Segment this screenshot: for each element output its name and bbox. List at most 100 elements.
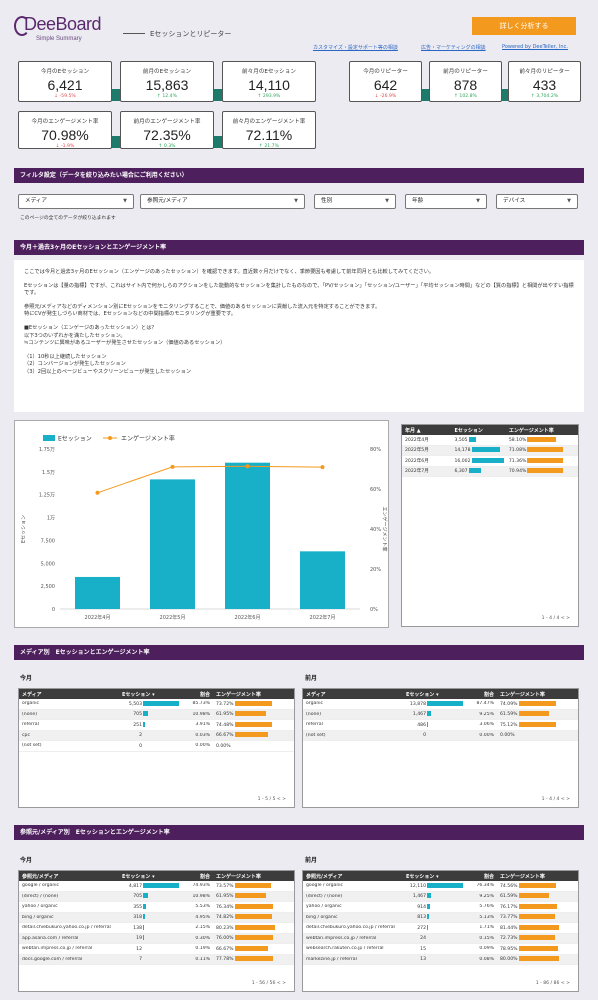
- chevron-down-icon: ▼: [294, 198, 298, 204]
- cell-pct: 4.95%: [195, 914, 210, 920]
- cell-value: 7: [139, 957, 142, 963]
- cell-sessions: 19: [119, 935, 183, 941]
- column-header[interactable]: エンゲージメント率: [508, 427, 554, 434]
- y2-tick-label: 80%: [370, 447, 381, 453]
- rate-bar: [518, 711, 550, 717]
- table-header: メディア Eセッション ▾ 割合 エンゲージメント率: [19, 689, 294, 699]
- cell-name: yahoo / organic: [22, 904, 58, 910]
- column-header[interactable]: 参照元/メディア: [22, 873, 59, 880]
- cell-sessions: 705: [119, 893, 183, 899]
- table-row: (direct) / (none) 705 10.98% 61.95%: [19, 891, 294, 902]
- cell-rate: 76.17%: [497, 903, 577, 910]
- cell-value: 5,503: [128, 701, 142, 707]
- column-header[interactable]: メディア: [22, 691, 42, 698]
- column-header[interactable]: Eセッション ▾: [406, 873, 439, 880]
- engagement-point: [320, 465, 325, 470]
- kpi-change: ↑ 0.3%: [158, 144, 176, 149]
- cell-name: websearch.rakuten.co.jp / referral: [306, 946, 384, 952]
- cell-rate: 61.59%: [497, 711, 577, 717]
- source-last-month-label: 前月: [305, 857, 318, 864]
- filter-age-dropdown[interactable]: 年齢 ▼: [405, 194, 487, 209]
- table-row: bing / organic 813 5.13% 73.77%: [303, 912, 578, 923]
- table-row: google / organic 12,110 76.34% 74.56%: [303, 881, 578, 892]
- kpi-change: ↑ 21.7%: [259, 144, 279, 149]
- table-row: 2022年6月 16,002 71.36%: [402, 456, 578, 467]
- cell-value: 13,878: [409, 701, 426, 707]
- column-header[interactable]: 年月 ▲: [405, 427, 421, 434]
- column-header[interactable]: Eセッション: [454, 427, 483, 434]
- column-header[interactable]: Eセッション ▾: [122, 691, 155, 698]
- legend-marker-engagement: [108, 436, 112, 440]
- kpi-card-sessions-last-month: 前月のEセッション 15,863 ↑ 12.4%: [120, 61, 214, 102]
- cell-pct: 0.09%: [479, 946, 494, 952]
- column-header[interactable]: 割合: [199, 691, 210, 698]
- column-header[interactable]: 参照元/メディア: [306, 873, 343, 880]
- cell-value: 138: [133, 925, 142, 931]
- table-header: 参照元/メディア Eセッション ▾ 割合 エンゲージメント率: [303, 871, 578, 881]
- link-customize-support[interactable]: カスタマイズ・設定サポート等の相談: [313, 45, 398, 51]
- kpi-value: 70.98%: [41, 127, 89, 143]
- rate-bar: [518, 945, 559, 951]
- cell-value: 0: [423, 733, 426, 739]
- kpi-value: 72.35%: [143, 127, 191, 143]
- cell-pct: 0.03%: [195, 732, 210, 738]
- column-header[interactable]: エンゲージメント率: [216, 873, 261, 880]
- y-axis-label: Eセッション: [21, 515, 27, 543]
- filter-gender-dropdown[interactable]: 性別 ▼: [314, 194, 396, 209]
- session-bar: [471, 457, 504, 463]
- cell-value: 61.59%: [500, 894, 518, 900]
- column-header[interactable]: メディア: [306, 691, 326, 698]
- table-pager[interactable]: 1 - 4 / 4 < >: [541, 616, 570, 621]
- session-bar: [427, 721, 429, 727]
- cell-pct: 5.53%: [195, 904, 210, 910]
- table-pager[interactable]: 1 - 86 / 86 < >: [535, 981, 570, 986]
- arrow-up-icon: ↑: [454, 94, 460, 99]
- y2-tick-label: 40%: [370, 527, 381, 533]
- column-header[interactable]: エンゲージメント率: [500, 873, 545, 880]
- filter-media-dropdown[interactable]: メディア ▼: [18, 194, 134, 209]
- cell-value: 705: [133, 894, 142, 900]
- y-tick-label: 7,500: [41, 538, 55, 544]
- column-header[interactable]: エンゲージメント率: [500, 691, 545, 698]
- column-header[interactable]: Eセッション ▾: [122, 873, 155, 880]
- arrow-up-icon: ↑: [530, 94, 537, 99]
- column-header[interactable]: Eセッション ▾: [406, 691, 439, 698]
- table-pager[interactable]: 1 - 4 / 4 < >: [541, 797, 570, 802]
- rate-bar: [234, 935, 273, 941]
- kpi-value: 642: [373, 77, 398, 93]
- cell-value: 705: [133, 712, 142, 718]
- cell-pct: 10.98%: [192, 893, 210, 899]
- kpi-value: 6,421: [47, 77, 83, 93]
- chevron-down-icon: ▼: [476, 198, 480, 204]
- cell-value: 74.56%: [500, 883, 518, 889]
- kpi-label: 今月のリピーター: [363, 69, 408, 75]
- desc-paragraph: Eセッションは【量の指標】ですが、これはサイト内で何かしらのアクションをした能動…: [24, 282, 574, 297]
- cell-rate: 0.00%: [213, 743, 293, 749]
- cell-rate: 61.59%: [497, 893, 577, 899]
- table-pager[interactable]: 1 - 56 / 56 < >: [251, 981, 286, 986]
- legend-label-sessions: Eセッション: [58, 436, 92, 443]
- table-header: 参照元/メディア Eセッション ▾ 割合 エンゲージメント率: [19, 871, 294, 881]
- column-header[interactable]: エンゲージメント率: [216, 691, 261, 698]
- column-header[interactable]: 割合: [483, 873, 494, 880]
- arrow-down-icon: ↓: [374, 94, 381, 99]
- cell-pct: 0.19%: [195, 946, 210, 952]
- cell-rate: 74.56%: [497, 882, 577, 889]
- session-bar: [427, 882, 463, 888]
- detail-analysis-button[interactable]: 詳しく分析する: [472, 17, 576, 35]
- link-ad-marketing[interactable]: 広告・マーケティングの相談: [421, 45, 486, 51]
- cell-pct: 74.93%: [192, 883, 210, 889]
- filter-source-media-dropdown[interactable]: 参照元/メディア ▼: [140, 194, 305, 209]
- column-header[interactable]: 割合: [483, 691, 494, 698]
- column-header[interactable]: 割合: [199, 873, 210, 880]
- link-powered-by[interactable]: Powered by DeeTeller, Inc.: [502, 44, 568, 50]
- cell-value: 66.67%: [216, 946, 234, 952]
- filter-device-dropdown[interactable]: デバイス ▼: [496, 194, 578, 209]
- table-row: cpc 2 0.03% 66.67%: [19, 730, 294, 741]
- logo-subtext: Simple Summary: [36, 36, 82, 42]
- cell-value: 16,002: [454, 458, 471, 464]
- table-pager[interactable]: 1 - 5 / 5 < >: [257, 797, 286, 802]
- cell-value: 355: [133, 904, 142, 910]
- cell-value: 66.67%: [216, 733, 234, 739]
- cell-name: yahoo / organic: [306, 904, 342, 910]
